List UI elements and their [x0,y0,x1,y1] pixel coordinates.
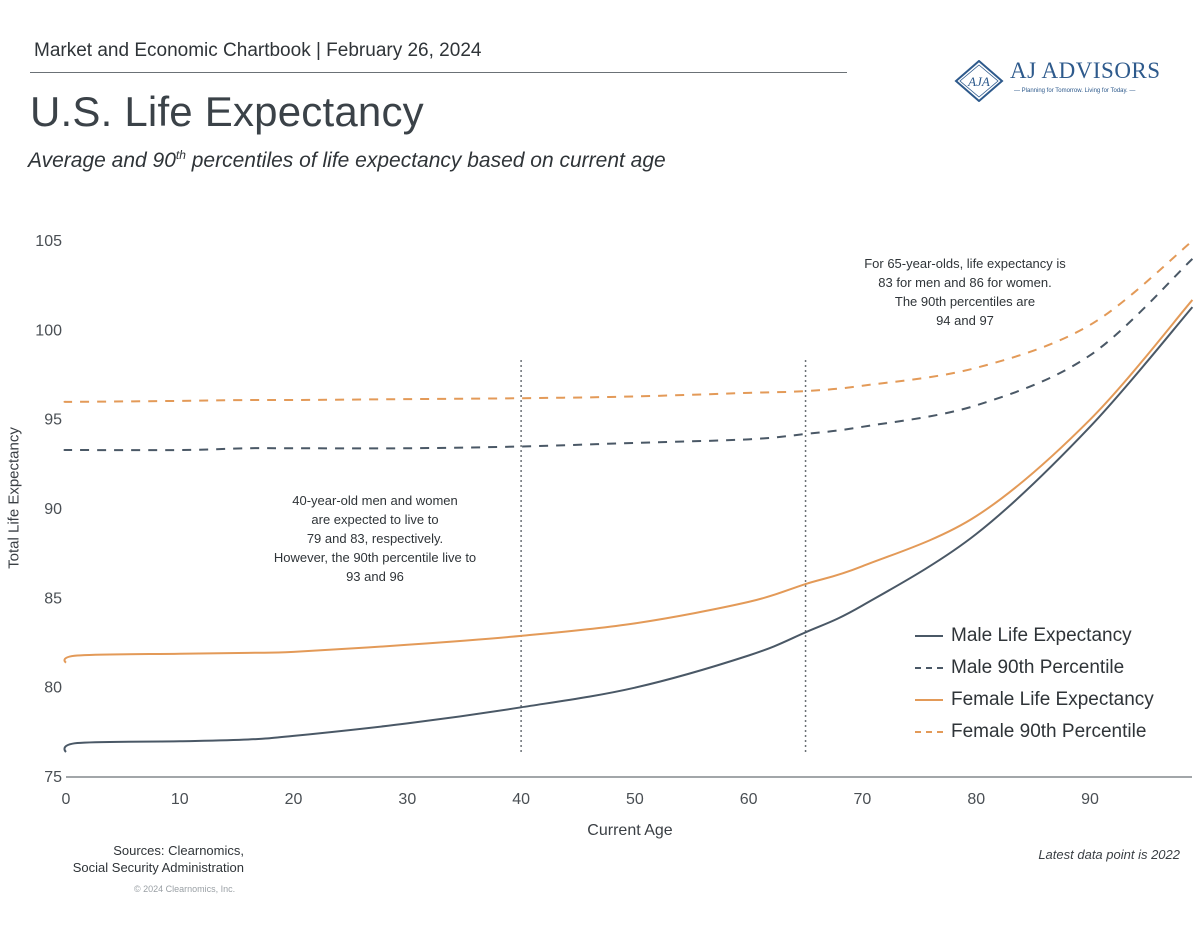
annotation-line: are expected to live to [311,512,439,527]
annotation-line: 79 and 83, respectively. [306,531,444,546]
series-lines [63,240,1194,753]
latest-data-note: Latest data point is 2022 [1038,847,1180,862]
y-tick-label: 90 [44,501,62,518]
legend-label: Female 90th Percentile [951,721,1147,742]
sources-line: Sources: Clearnomics, [113,843,244,858]
y-tick-label: 105 [35,233,62,250]
legend-label: Male 90th Percentile [951,657,1125,678]
legend-swatch-solid-female [915,699,943,701]
subtitle-superscript: th [175,148,186,162]
y-tick-label: 100 [35,322,62,339]
annotation-line: 94 and 97 [936,313,994,328]
annotation-age-40: 40-year-old men and women are expected t… [255,491,495,586]
legend-label: Male Life Expectancy [951,625,1132,646]
annotation-line: 83 for men and 86 for women. [878,275,1052,290]
annotation-line: 93 and 96 [346,569,404,584]
x-tick-label: 90 [1081,791,1099,808]
subtitle-part: percentiles of life expectancy based on … [185,149,666,172]
logo-tagline: — Planning for Tomorrow. Living for Toda… [1014,88,1136,94]
x-tick-label: 10 [171,791,189,808]
x-axis-label: Current Age [587,822,673,839]
x-tick-label: 80 [967,791,985,808]
aj-advisors-logo: AJA AJ ADVISORS — Planning for Tomorrow.… [950,56,1170,106]
series-line-male-90th-percentile [63,258,1194,452]
x-tick-label: 60 [740,791,758,808]
x-tick-label: 50 [626,791,644,808]
legend-item-male-le: Male Life Expectancy [915,620,1154,652]
sources-note: Sources: Clearnomics, Social Security Ad… [60,842,244,876]
sources-line: Social Security Administration [72,860,244,875]
legend-item-female-90: Female 90th Percentile [915,716,1154,748]
logo-diamond-icon: AJA [954,60,1004,102]
chart-legend: Male Life Expectancy Male 90th Percentil… [915,620,1154,748]
y-tick-labels: 75 80 85 90 95 100 105 [35,233,62,786]
series-line-male-life-expectancy [63,306,1194,753]
annotation-line: 40-year-old men and women [292,493,458,508]
legend-label: Female Life Expectancy [951,689,1154,710]
annotation-line: However, the 90th percentile live to [273,550,477,565]
chart-subtitle: Average and 90th percentiles of life exp… [28,148,666,173]
x-tick-label: 30 [398,791,416,808]
header-divider [30,72,847,73]
chartbook-kicker: Market and Economic Chartbook | February… [34,40,482,61]
annotation-age-65: For 65-year-olds, life expectancy is 83 … [835,254,1095,330]
annotation-line: For 65-year-olds, life expectancy is [864,256,1066,271]
x-tick-label: 0 [62,791,71,808]
page-title: U.S. Life Expectancy [30,88,424,135]
y-tick-label: 85 [44,590,62,607]
reference-lines [520,360,807,752]
logo-monogram: AJA [967,74,990,89]
x-tick-label: 70 [854,791,872,808]
legend-swatch-dashed-female [915,731,943,733]
y-tick-label: 75 [44,769,62,786]
x-tick-label: 40 [512,791,530,808]
copyright: © 2024 Clearnomics, Inc. [134,884,236,894]
annotation-line: The 90th percentiles are [894,294,1036,309]
legend-item-female-le: Female Life Expectancy [915,684,1154,716]
legend-swatch-dashed-male [915,667,943,669]
y-axis-label: Total Life Expectancy [5,427,23,569]
series-line-female-life-expectancy [63,299,1194,664]
x-tick-labels: 0 10 20 30 40 50 60 70 80 90 [62,791,1099,808]
legend-swatch-solid-male [915,635,943,637]
legend-item-male-90: Male 90th Percentile [915,652,1154,684]
subtitle-part: Average and 90 [28,149,176,172]
y-tick-label: 80 [44,680,62,697]
y-tick-label: 95 [44,412,62,429]
x-tick-label: 20 [285,791,303,808]
logo-name: AJ ADVISORS [1010,58,1161,83]
series-line-female-90th-percentile [63,240,1194,403]
